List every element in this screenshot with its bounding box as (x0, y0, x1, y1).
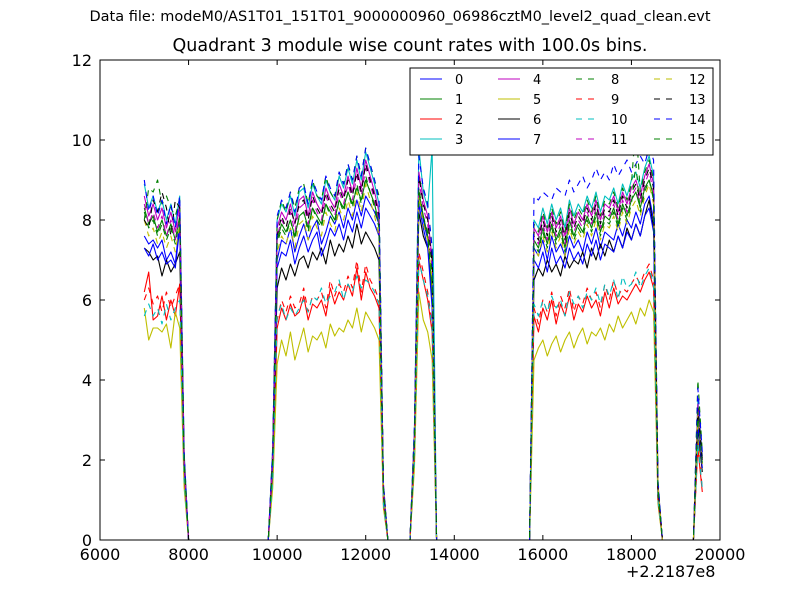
x-tick-label: 20000 (695, 545, 746, 564)
series-line-10 (143, 259, 703, 540)
y-tick-label: 10 (72, 131, 92, 150)
legend-label-10: 10 (611, 113, 628, 128)
legend-label-12: 12 (689, 73, 706, 88)
x-axis-offset-label: +2.2187e8 (626, 562, 716, 581)
legend-label-9: 9 (611, 93, 619, 108)
legend-label-15: 15 (689, 133, 706, 148)
x-tick-label: 8000 (168, 545, 209, 564)
x-tick-label: 10000 (252, 545, 303, 564)
series-line-2 (143, 259, 703, 540)
legend-box (409, 67, 714, 156)
legend-label-2: 2 (455, 113, 463, 128)
series-line-5 (143, 291, 703, 540)
legend-label-13: 13 (689, 93, 706, 108)
chart-title: Quadrant 3 module wise count rates with … (172, 36, 648, 56)
series-group (143, 123, 703, 540)
y-tick-label: 8 (82, 211, 92, 230)
legend-label-3: 3 (455, 133, 463, 148)
x-tick-label: 14000 (429, 545, 480, 564)
series-line-8 (143, 123, 703, 540)
legend-label-8: 8 (611, 73, 619, 88)
x-tick-label: 16000 (517, 545, 568, 564)
x-tick-label: 6000 (80, 545, 121, 564)
legend-label-6: 6 (533, 113, 541, 128)
legend-label-14: 14 (689, 113, 706, 128)
data-file-label: Data file: modeM0/AS1T01_151T01_90000009… (89, 9, 711, 25)
legend-label-4: 4 (533, 73, 541, 88)
series-line-15 (143, 163, 703, 540)
legend-label-5: 5 (533, 93, 541, 108)
y-tick-label: 6 (82, 291, 92, 310)
legend-label-0: 0 (455, 73, 463, 88)
x-tick-label: 12000 (340, 545, 391, 564)
y-tick-label: 2 (82, 451, 92, 470)
legend-label-1: 1 (455, 93, 463, 108)
series-line-0 (143, 195, 703, 540)
y-tick-label: 0 (82, 531, 92, 550)
y-tick-label: 4 (82, 371, 92, 390)
series-line-6 (143, 199, 703, 540)
x-tick-label: 18000 (606, 545, 657, 564)
series-line-7 (143, 203, 703, 540)
legend-label-11: 11 (611, 133, 628, 148)
y-tick-label: 12 (72, 51, 92, 70)
legend-label-7: 7 (533, 133, 541, 148)
